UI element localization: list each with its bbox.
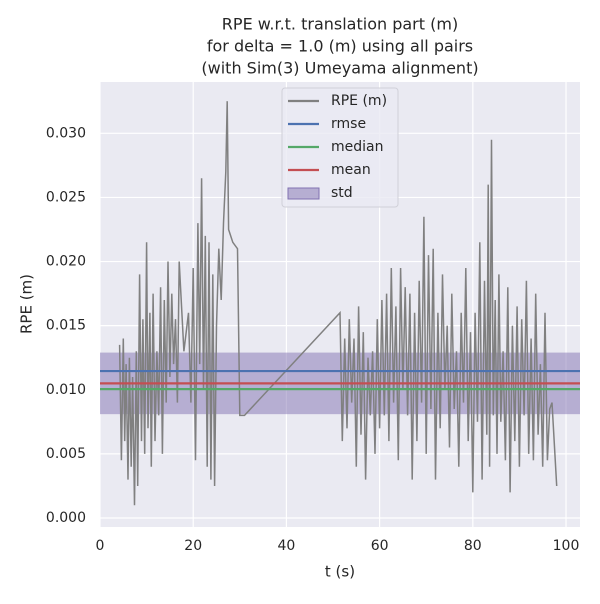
x-tick-label: 100 — [553, 538, 580, 554]
x-tick-label: 20 — [184, 538, 202, 554]
x-tick-label: 40 — [277, 538, 295, 554]
x-tick-label: 60 — [371, 538, 389, 554]
y-axis-label: RPE (m) — [18, 274, 36, 334]
chart-title: RPE w.r.t. translation part (m) — [222, 15, 458, 34]
x-tick-label: 80 — [464, 538, 482, 554]
y-tick-label: 0.015 — [46, 318, 86, 334]
legend-swatch — [287, 187, 320, 200]
legend — [281, 87, 399, 208]
legend-label: rmse — [331, 116, 366, 132]
y-tick-label: 0.005 — [46, 446, 86, 462]
legend-label: median — [331, 139, 383, 155]
y-tick-label: 0.020 — [46, 254, 86, 270]
legend-label: RPE (m) — [331, 93, 387, 109]
y-tick-label: 0.025 — [46, 189, 86, 205]
x-axis-label: t (s) — [325, 563, 355, 581]
legend-label: mean — [331, 162, 371, 178]
chart-title: for delta = 1.0 (m) using all pairs — [207, 37, 473, 56]
chart-title: (with Sim(3) Umeyama alignment) — [201, 59, 478, 78]
y-tick-label: 0.030 — [46, 125, 86, 141]
y-tick-label: 0.000 — [46, 510, 86, 526]
x-tick-label: 0 — [96, 538, 105, 554]
legend-label: std — [331, 185, 353, 201]
y-tick-label: 0.010 — [46, 382, 86, 398]
rpe-line — [118, 101, 558, 506]
